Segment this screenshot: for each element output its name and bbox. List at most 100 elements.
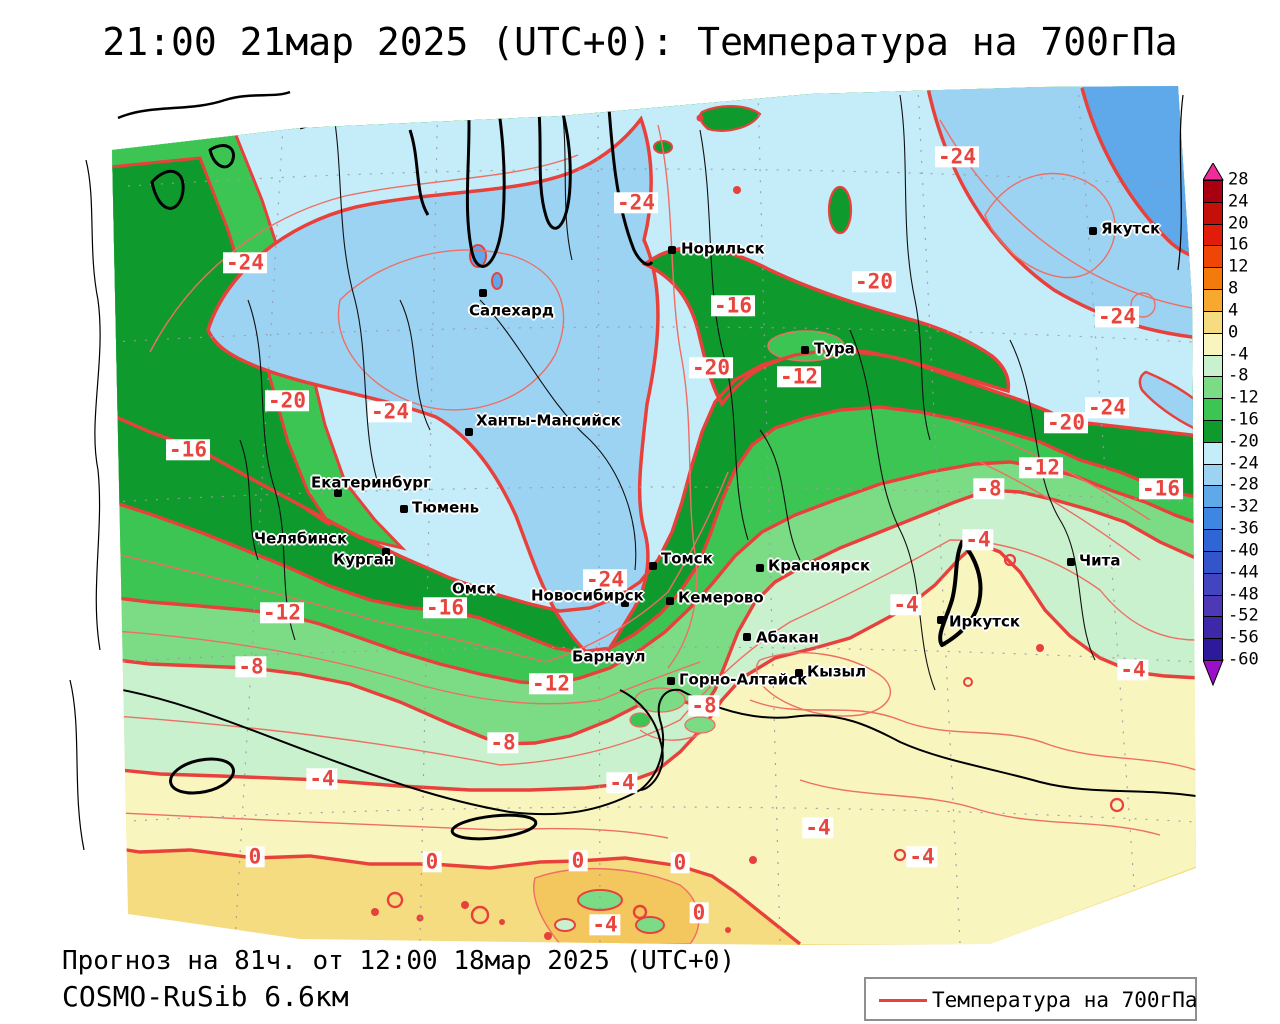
contour-label: -24 xyxy=(583,568,627,591)
city-label: Кемерово xyxy=(678,588,764,607)
contour-label: -4 xyxy=(802,816,834,839)
colorbar-segment xyxy=(1203,310,1223,334)
city-label: Горно-Алтайск xyxy=(679,670,808,689)
contour-label: -4 xyxy=(306,767,338,790)
colorbar-tick-label: 20 xyxy=(1228,213,1249,234)
political-boundaries xyxy=(239,94,1096,691)
city-label: Норильск xyxy=(681,239,765,258)
out-of-domain-lines xyxy=(69,90,1184,851)
city-label: Красноярск xyxy=(768,556,871,575)
colorbar-segment xyxy=(1203,223,1223,247)
colorbar-tick-label: -40 xyxy=(1228,540,1259,561)
colorbar-tick-label: -60 xyxy=(1228,649,1259,670)
city-label: Тюмень xyxy=(412,498,480,517)
contour-label: -16 xyxy=(711,294,755,317)
colorbar-tick-label: -12 xyxy=(1228,387,1259,408)
colorbar-segment xyxy=(1203,376,1223,400)
city-dot xyxy=(649,562,657,570)
contour-label: -24 xyxy=(223,251,267,274)
city-label: Новосибирск xyxy=(531,586,644,605)
city-label: Тура xyxy=(814,339,855,358)
colorbar-tick-label: -8 xyxy=(1228,365,1249,386)
city-dot xyxy=(937,616,945,624)
city-dot xyxy=(632,652,640,660)
city-dot xyxy=(756,564,764,572)
contour-label: 0 xyxy=(670,851,690,874)
graticule xyxy=(112,86,1196,944)
city-label: Абакан xyxy=(756,628,819,647)
colorbar-tick-label: 4 xyxy=(1228,300,1239,321)
colorbar-tick-label: -48 xyxy=(1228,584,1259,605)
colorbar-below-range-triangle xyxy=(1203,659,1224,687)
colorbar-segment xyxy=(1203,267,1223,291)
contour-label: -4 xyxy=(890,593,922,616)
city-dot xyxy=(668,246,676,254)
colorbar-tick-label: -52 xyxy=(1228,605,1259,626)
colorbar-segment xyxy=(1203,201,1223,225)
colorbar-segment xyxy=(1203,245,1223,269)
colorbar-tick-label: -56 xyxy=(1228,627,1259,648)
colorbar-segment xyxy=(1203,572,1223,596)
forecast-info-text: Прогноз на 81ч. от 12:00 18мар 2025 (UTC… xyxy=(62,946,736,976)
city-label: Кызыл xyxy=(807,662,867,681)
city-label: Екатеринбург xyxy=(311,473,431,492)
colorbar-tick-label: 16 xyxy=(1228,235,1249,256)
city-dot xyxy=(465,428,473,436)
colorbar-tick-label: -20 xyxy=(1228,431,1259,452)
colorbar-tick-label: -36 xyxy=(1228,518,1259,539)
contour-label: -24 xyxy=(1085,396,1129,419)
colorbar-tick-label: -4 xyxy=(1228,344,1249,365)
city-dot xyxy=(479,289,487,297)
city-dot xyxy=(1067,558,1075,566)
city-dot xyxy=(801,346,809,354)
colorbar-segment xyxy=(1203,507,1223,531)
city-dot xyxy=(328,534,336,542)
colorbar-segment xyxy=(1203,441,1223,465)
city-label: Барнаул xyxy=(572,647,646,666)
contour-label: -16 xyxy=(423,596,467,619)
contour-label: 0 xyxy=(568,849,588,872)
colorbar-tick-label: 12 xyxy=(1228,256,1249,277)
city-dot xyxy=(400,505,408,513)
colorbar-tick-label: -28 xyxy=(1228,475,1259,496)
contour-label: -12 xyxy=(1019,456,1063,479)
colorbar-segment xyxy=(1203,616,1223,640)
legend-line-sample xyxy=(879,999,927,1002)
colorbar-segment xyxy=(1203,354,1223,378)
temperature-colorbar: 28 24 20 16 12 8 4 0 -4 -8 -12 -16 -20 -24 -28 -32 -36 -4… xyxy=(1203,163,1278,693)
contour-label: -4 xyxy=(962,528,994,551)
colorbar-segment xyxy=(1203,398,1223,421)
colorbar-segment xyxy=(1203,289,1223,312)
colorbar-above-range-triangle xyxy=(1203,163,1224,181)
colorbar-segment xyxy=(1203,180,1223,203)
contour-label: -12 xyxy=(529,672,573,695)
state-borders xyxy=(112,687,1196,816)
colorbar-tick-label: 24 xyxy=(1228,191,1249,212)
temperature-field xyxy=(112,86,1196,945)
contour-label: -24 xyxy=(935,145,979,168)
contour-label: -16 xyxy=(166,438,210,461)
contour-label: -8 xyxy=(487,731,519,754)
city-dot xyxy=(486,586,494,594)
contour-label: 0 xyxy=(689,901,709,924)
contour-label: -4 xyxy=(1117,658,1149,681)
city-label: Салехард xyxy=(469,301,554,320)
contour-label: -20 xyxy=(265,389,309,412)
contour-label: -16 xyxy=(1139,477,1183,500)
contour-label: 0 xyxy=(245,845,265,868)
colorbar-tick-label: -32 xyxy=(1228,496,1259,517)
contour-label: -8 xyxy=(688,694,720,717)
contour-label: -20 xyxy=(1044,411,1088,434)
contour-label: -8 xyxy=(973,477,1005,500)
contour-label: -20 xyxy=(689,356,733,379)
city-label: Якутск xyxy=(1101,219,1161,238)
city-dot xyxy=(1089,227,1097,235)
city-label: Курган xyxy=(333,550,395,569)
colorbar-tick-label: -16 xyxy=(1228,409,1259,430)
city-label: Иркутск xyxy=(949,612,1021,631)
contour-label: -24 xyxy=(614,191,658,214)
contour-label: -20 xyxy=(852,270,896,293)
colorbar-tick-label: 0 xyxy=(1228,322,1239,343)
colorbar-segment xyxy=(1203,594,1223,618)
